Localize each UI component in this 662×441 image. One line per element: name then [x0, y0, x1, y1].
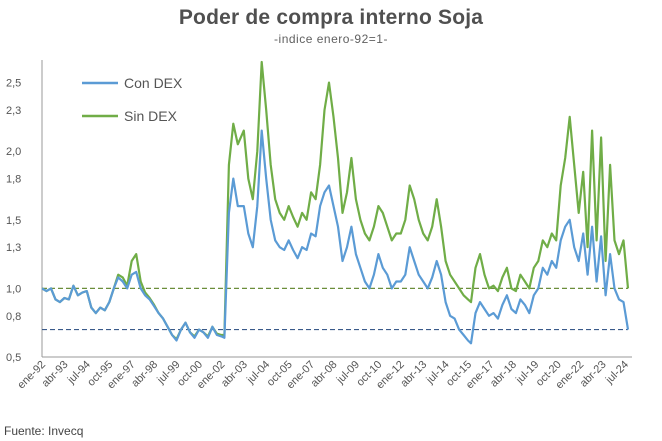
y-tick-label-3: 1,3 [6, 242, 21, 254]
y-tick-label-6: 2,0 [6, 146, 21, 158]
chart-subtitle: -indice enero-92=1- [274, 32, 388, 46]
source-note: Fuente: Invecq [4, 424, 84, 438]
y-tick-label-2: 1,0 [6, 283, 21, 295]
y-tick-label-8: 2,5 [6, 78, 21, 90]
series-line-sin-dex [41, 60, 630, 341]
legend-label-sin-dex: Sin DEX [124, 108, 178, 124]
y-tick-label-5: 1,8 [6, 174, 21, 186]
y-tick-label-7: 2,3 [6, 105, 21, 117]
series-line-con-dex [41, 129, 630, 345]
y-tick-label-4: 1,5 [6, 215, 21, 227]
chart-title: Poder de compra interno Soja [178, 6, 484, 29]
y-tick-label-0: 0,5 [6, 352, 21, 364]
x-tick-label-26: jul-24 [603, 359, 631, 387]
y-tick-label-1: 0,8 [6, 311, 21, 323]
legend-label-con-dex: Con DEX [124, 75, 183, 91]
